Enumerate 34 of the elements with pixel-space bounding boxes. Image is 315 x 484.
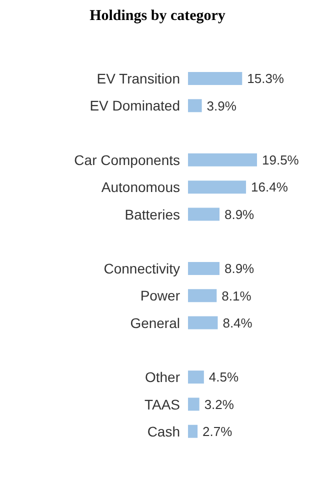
bar [188, 180, 246, 194]
bar [188, 153, 257, 166]
bar [188, 72, 242, 85]
bar [188, 99, 202, 112]
data-label: 8.1% [222, 288, 252, 304]
y-tick-label: EV Transition [96, 70, 180, 87]
data-label: 8.9% [224, 261, 255, 276]
data-label: 8.9% [224, 206, 255, 222]
bar [188, 370, 204, 384]
bar [188, 262, 220, 275]
y-tick-label: Batteries [124, 206, 180, 222]
bar [188, 289, 217, 302]
data-label: 2.7% [202, 424, 233, 439]
y-tick-label: Cash [147, 423, 180, 440]
y-tick-label: Other [144, 369, 180, 386]
data-label: 15.3% [247, 71, 284, 86]
bar [188, 424, 198, 438]
y-tick-label: TAAS [144, 396, 180, 412]
bar [188, 316, 218, 330]
data-label: 19.5% [262, 152, 300, 168]
data-label: 3.2% [204, 396, 234, 412]
y-tick-label: Autonomous [101, 179, 180, 196]
y-tick-label: Power [140, 288, 180, 304]
bar [188, 398, 200, 411]
data-label: 16.4% [251, 180, 288, 195]
data-label: 4.5% [208, 370, 239, 385]
data-label: 8.4% [222, 315, 253, 330]
chart-title: Holdings by category [88, 8, 226, 25]
bar [188, 208, 220, 221]
data-label: 3.9% [206, 98, 237, 114]
y-tick-label: Connectivity [104, 260, 180, 277]
y-tick-label: EV Dominated [90, 98, 180, 114]
y-tick-label: General [130, 314, 180, 331]
y-tick-label: Car Components [74, 152, 180, 168]
